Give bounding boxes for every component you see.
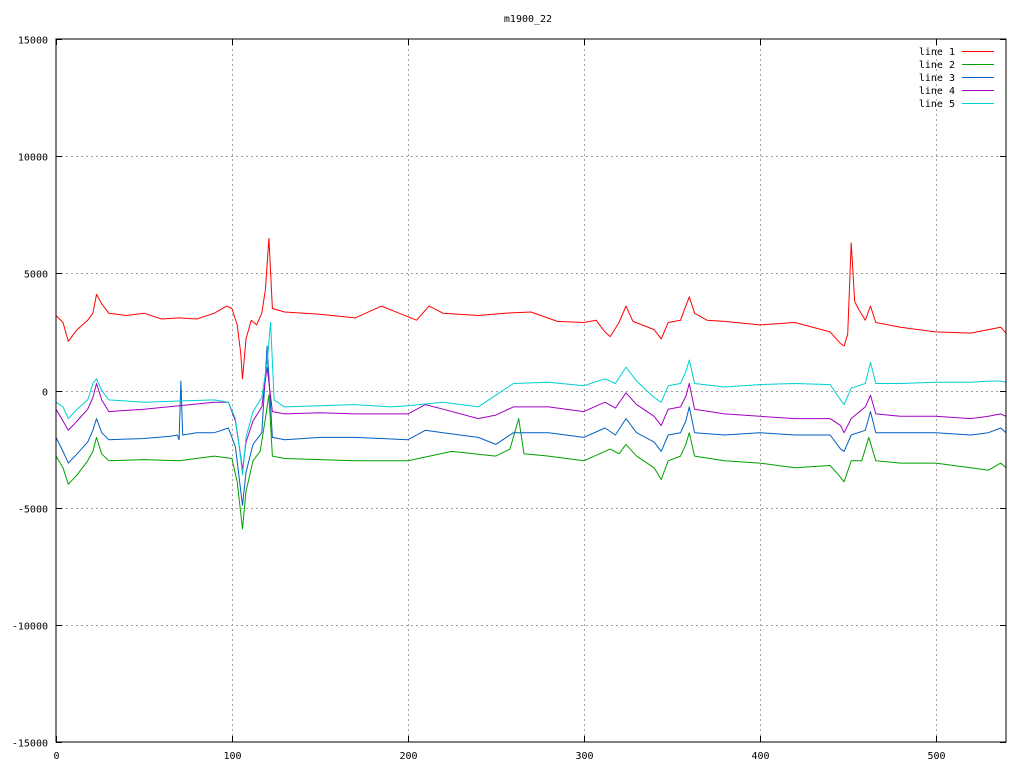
x-tick-label: 300: [575, 751, 593, 762]
legend-label: line 2: [919, 60, 955, 71]
axis-ticks: -15000 -10000 -5000 0 5000 10000 15000 0 100 200 3…: [12, 36, 1006, 762]
y-tick-label: 10000: [18, 153, 48, 164]
y-tick-label: -10000: [12, 622, 48, 633]
series-line-5: [55, 322, 1007, 476]
plot-frame: [55, 38, 1007, 743]
legend-label: line 3: [919, 73, 955, 84]
x-tick-label: 200: [399, 751, 417, 762]
x-tick-label: 500: [927, 751, 945, 762]
y-tick-label: -5000: [18, 505, 48, 516]
y-tick-label: 0: [42, 388, 48, 399]
y-tick-label: 15000: [18, 36, 48, 47]
series-line-3: [55, 345, 1007, 506]
x-tick-label: 0: [53, 751, 59, 762]
chart-title: m1900_22: [504, 14, 552, 25]
y-tick-label: -15000: [12, 739, 48, 750]
legend-label: line 4: [919, 86, 955, 97]
x-tick-label: 400: [751, 751, 769, 762]
legend-label: line 1: [919, 47, 955, 58]
y-tick-label: 5000: [24, 270, 48, 281]
series-line-2: [55, 394, 1007, 530]
series-layer: [55, 237, 1007, 530]
legend-label: line 5: [919, 99, 955, 110]
series-line-4: [55, 366, 1007, 471]
x-tick-label: 100: [223, 751, 241, 762]
series-line-1: [55, 237, 1007, 380]
grid-lines: [56, 39, 1006, 742]
legend: line 1 line 2 line 3 line 4 line 5: [919, 47, 994, 110]
